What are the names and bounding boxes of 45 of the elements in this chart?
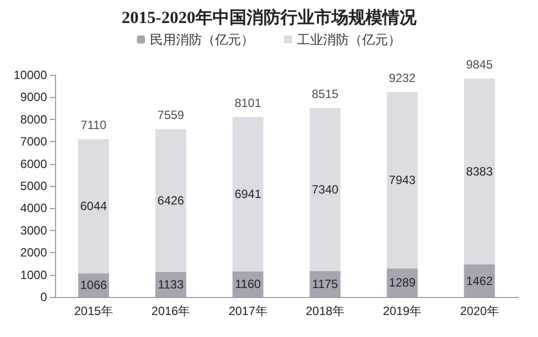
bar xyxy=(386,92,418,268)
data-label: 1175 xyxy=(312,276,338,291)
y-tick-label: 1000 xyxy=(20,268,48,282)
legend-label: 工业消防（亿元） xyxy=(297,32,401,47)
bar xyxy=(78,139,110,274)
total-label: 9845 xyxy=(466,57,494,72)
total-label: 7559 xyxy=(157,108,184,122)
y-tick-label: 2000 xyxy=(20,246,48,260)
data-label: 7340 xyxy=(312,182,339,196)
data-label: 1160 xyxy=(235,277,262,292)
bar xyxy=(232,117,264,272)
total-label: 7110 xyxy=(80,118,107,132)
y-tick-label: 4000 xyxy=(20,201,48,216)
y-tick-label: 9000 xyxy=(20,90,48,104)
data-label: 6044 xyxy=(80,199,108,214)
y-tick-label: 5000 xyxy=(20,179,48,193)
data-label: 1133 xyxy=(158,277,184,292)
data-label: 6941 xyxy=(234,187,262,202)
chart-title: 2015-2020年中国消防行业市场规模情况 xyxy=(122,8,418,27)
x-tick-label: 2017年 xyxy=(228,304,268,318)
x-tick-label: 2019年 xyxy=(382,304,422,318)
data-label: 8383 xyxy=(466,164,494,178)
x-tick-label: 2015年 xyxy=(74,304,113,318)
legend-label: 民用消防（亿元） xyxy=(150,32,254,47)
data-label: 6426 xyxy=(157,194,184,208)
bar xyxy=(464,264,495,297)
y-tick-label: 7000 xyxy=(20,134,48,149)
bar xyxy=(310,108,341,271)
x-tick-label: 2016年 xyxy=(151,304,190,318)
total-label: 9232 xyxy=(388,71,416,86)
bar xyxy=(464,78,495,265)
data-label: 1289 xyxy=(388,276,416,290)
data-label: 1066 xyxy=(80,278,108,292)
data-label: 7943 xyxy=(388,173,416,188)
y-tick-label: 0 xyxy=(40,290,48,304)
y-tick-label: 8000 xyxy=(20,112,48,126)
y-tick-label: 10000 xyxy=(14,68,48,82)
total-label: 8101 xyxy=(234,96,262,110)
x-tick-label: 2020年 xyxy=(460,304,499,318)
y-tick-label: 6000 xyxy=(20,156,48,171)
y-tick-label: 3000 xyxy=(20,223,48,238)
x-tick-label: 2018年 xyxy=(306,304,344,318)
total-label: 8515 xyxy=(312,86,339,101)
data-label: 1462 xyxy=(466,274,494,288)
bar xyxy=(155,129,186,272)
